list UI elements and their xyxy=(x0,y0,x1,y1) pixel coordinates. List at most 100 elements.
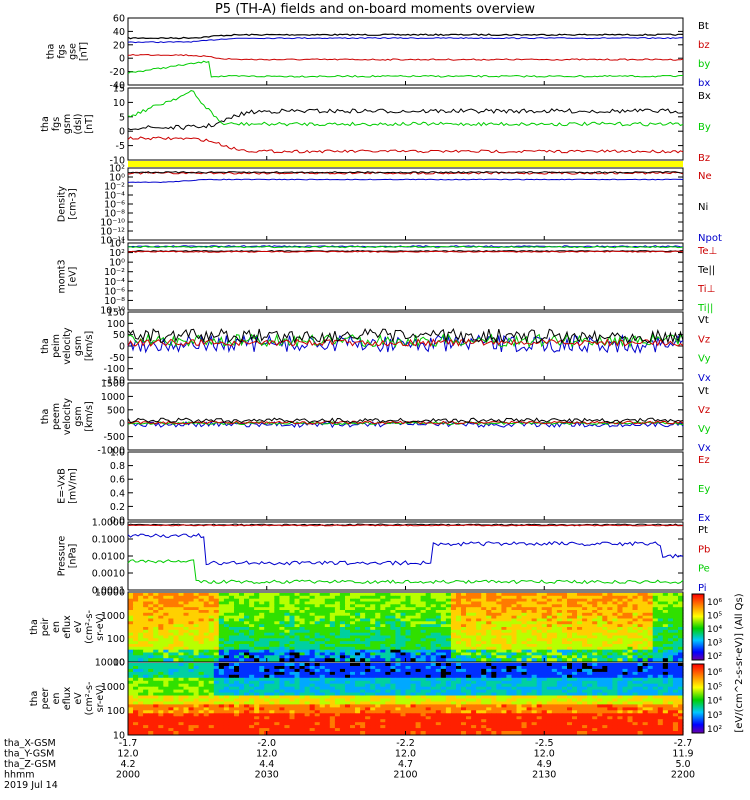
spectrogram-cell xyxy=(350,707,356,711)
spectrogram-cell xyxy=(561,621,568,625)
spectrogram-cell xyxy=(445,638,452,642)
spectrogram-cell xyxy=(279,593,285,597)
spectrogram-cell xyxy=(450,668,457,673)
y-axis-label: peer xyxy=(40,688,51,710)
spectrogram-cell xyxy=(637,593,644,597)
spectrogram-cell xyxy=(309,612,316,617)
spectrogram-cell xyxy=(334,612,341,617)
spectrogram-cell xyxy=(622,632,629,637)
spectrogram-cell xyxy=(324,593,331,597)
spectrogram-cell xyxy=(531,641,538,645)
spectrogram-cell xyxy=(582,635,588,639)
spectrogram-cell xyxy=(163,601,169,605)
spectrogram-cell xyxy=(294,713,301,717)
spectrogram-cell xyxy=(491,601,497,605)
spectrogram-cell xyxy=(269,629,275,634)
spectrogram-cell xyxy=(239,635,245,639)
spectrogram-cell xyxy=(445,624,452,628)
spectrogram-cell xyxy=(652,604,659,608)
spectrogram-cell xyxy=(188,710,195,714)
spectrogram-cell xyxy=(299,686,306,691)
spectrogram-cell xyxy=(339,632,346,637)
spectrogram-cell xyxy=(647,686,654,691)
spectrogram-cell xyxy=(148,674,154,679)
spectrogram-cell xyxy=(456,627,462,631)
spectrogram-cell xyxy=(173,595,179,600)
spectrogram-cell xyxy=(461,618,467,622)
spectrogram-cell xyxy=(128,663,134,667)
spectrogram-cell xyxy=(168,624,174,628)
spectrogram-cell xyxy=(309,598,316,603)
spectrogram-cell xyxy=(405,646,412,651)
spectrogram-cell xyxy=(602,607,608,611)
spectrogram-cell xyxy=(672,671,679,676)
spectrogram-cell xyxy=(294,610,301,614)
spectrogram-cell xyxy=(304,610,311,614)
spectrogram-cell xyxy=(445,668,452,673)
spectrogram-cell xyxy=(345,641,351,645)
spectrogram-cell xyxy=(188,704,195,708)
spectrogram-cell xyxy=(617,663,623,667)
spectrogram-cell xyxy=(410,701,417,706)
spectrogram-cell xyxy=(319,710,326,714)
spectrogram-cell xyxy=(239,646,245,651)
spectrogram-cell xyxy=(148,612,154,617)
spectrogram-cell xyxy=(319,618,326,622)
spectrogram-cell xyxy=(173,655,179,659)
spectrogram-cell xyxy=(445,646,452,651)
spectrogram-cell xyxy=(476,716,482,720)
spectrogram-cell xyxy=(259,658,265,662)
spectrogram-cell xyxy=(284,644,290,648)
spectrogram-cell xyxy=(198,666,205,670)
spectrogram-cell xyxy=(339,713,346,717)
spectrogram-cell xyxy=(415,604,422,608)
spectrogram-cell xyxy=(239,618,245,622)
spectrogram-cell xyxy=(324,607,331,611)
spectrogram-cell xyxy=(541,627,548,631)
spectrogram-cell xyxy=(496,701,502,706)
spectrogram-cell xyxy=(647,701,654,706)
spectrogram-cell xyxy=(294,629,301,634)
spectrogram-cell xyxy=(380,704,386,708)
spectrogram-cell xyxy=(435,686,442,691)
spectrogram-cell xyxy=(355,671,361,676)
spectrogram-cell xyxy=(334,627,341,631)
spectrogram-cell xyxy=(440,627,447,631)
spectrogram-cell xyxy=(133,635,139,639)
spectrogram-cell xyxy=(526,604,533,608)
spectrogram-cell xyxy=(486,658,492,662)
spectrogram-cell xyxy=(138,689,144,694)
spectrogram-cell xyxy=(531,607,538,611)
series-Ti-par xyxy=(127,245,684,249)
spectrogram-cell xyxy=(536,627,543,631)
spectrogram-cell xyxy=(304,658,311,662)
spectrogram-cell xyxy=(617,644,623,648)
spectrogram-cell xyxy=(375,598,381,603)
spectrogram-cell xyxy=(420,601,427,605)
spectrogram-cell xyxy=(334,624,341,628)
spectrogram-cell xyxy=(662,635,669,639)
spectrogram-cell xyxy=(597,655,603,659)
spectrogram-cell xyxy=(435,629,442,634)
spectrogram-cell xyxy=(486,632,492,637)
spectrogram-cell xyxy=(556,604,563,608)
spectrogram-cell xyxy=(450,652,457,656)
spectrogram-cell xyxy=(385,632,391,637)
spectrogram-cell xyxy=(400,677,407,682)
spectrogram-cell xyxy=(435,707,442,711)
spectrogram-cell xyxy=(193,683,200,688)
spectrogram-cell xyxy=(223,716,230,720)
spectrogram-cell xyxy=(193,704,200,708)
spectrogram-cell xyxy=(481,666,487,670)
spectrogram-cell xyxy=(546,689,553,694)
spectrogram-cell xyxy=(486,689,492,694)
spectrogram-cell xyxy=(405,652,412,656)
spectrogram-cell xyxy=(249,655,255,659)
spectrogram-cell xyxy=(667,598,674,603)
spectrogram-cell xyxy=(632,627,639,631)
spectrogram-cell xyxy=(516,601,523,605)
spectrogram-cell xyxy=(456,698,462,703)
spectrogram-cell xyxy=(249,649,255,654)
spectrogram-cell xyxy=(254,677,260,682)
spectrogram-cell xyxy=(476,689,482,694)
